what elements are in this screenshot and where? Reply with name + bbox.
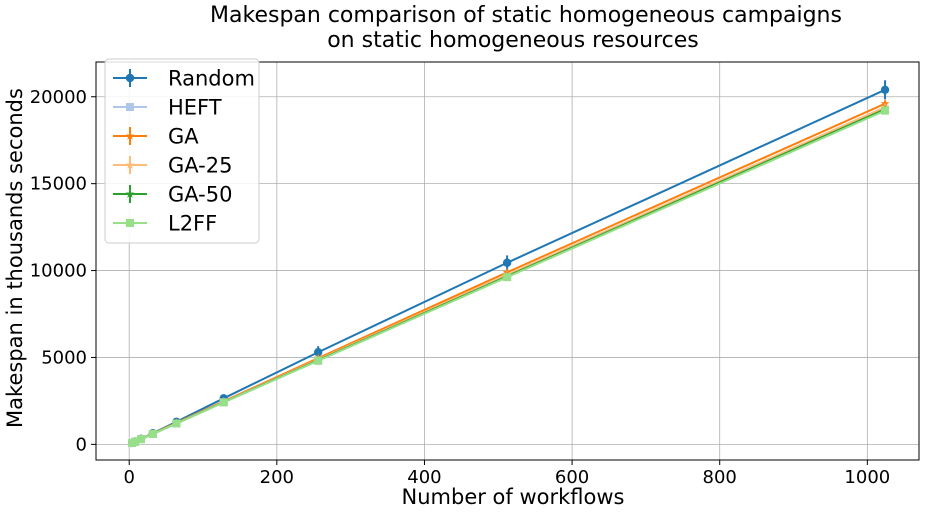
legend-item-ga: GA	[113, 125, 199, 149]
legend-box	[104, 58, 260, 244]
data-point	[131, 437, 140, 446]
data-point	[502, 258, 512, 267]
data-point	[880, 85, 890, 95]
legend-swatch-marker	[126, 103, 134, 111]
legend-swatch-marker	[125, 160, 135, 169]
legend-item-l2ff: L2FF	[113, 212, 217, 236]
legend-swatch-marker	[126, 219, 134, 227]
data-point	[148, 429, 157, 438]
data-point	[313, 348, 323, 357]
y-tick-label: 20000	[30, 87, 87, 108]
legend-label: GA-50	[168, 183, 232, 207]
y-tick-label: 0	[76, 434, 87, 455]
x-tick-label: 200	[260, 467, 294, 488]
x-tick-label: 1000	[844, 467, 890, 488]
legend-item-heft: HEFT	[113, 96, 222, 120]
x-tick-label: 0	[123, 467, 134, 488]
data-point	[881, 106, 890, 115]
chart-title-line-1: Makespan comparison of static homogeneou…	[210, 3, 842, 28]
data-point	[314, 356, 323, 365]
legend-label: GA-25	[168, 154, 232, 178]
legend-item-ga-50: GA-50	[113, 183, 232, 207]
data-point	[219, 398, 228, 407]
legend-item-ga-25: GA-25	[113, 154, 232, 178]
y-tick-label: 15000	[30, 174, 87, 195]
series-l2ff	[128, 106, 890, 448]
data-point	[137, 435, 146, 444]
data-point	[172, 419, 181, 428]
legend-swatch-marker	[125, 131, 135, 140]
x-tick-label: 400	[407, 467, 441, 488]
x-axis-label: Number of workflows	[402, 485, 625, 509]
plot-frame	[95, 61, 920, 461]
y-axis-label: Makespan in thousands seconds	[3, 88, 27, 428]
data-point	[503, 273, 512, 282]
legend-label: HEFT	[168, 96, 222, 120]
y-tick-label: 5000	[41, 347, 87, 368]
legend-label: L2FF	[168, 212, 217, 236]
legend-swatch-marker	[125, 189, 135, 198]
legend: Random HEFT GA GA-25 GA-50 L2FF	[104, 58, 260, 244]
x-tick-label: 600	[555, 467, 589, 488]
chart-title-line-2: on static homogeneous resources	[327, 28, 699, 53]
legend-swatch-marker	[125, 73, 135, 83]
legend-label: GA	[168, 125, 199, 149]
y-tick-label: 10000	[30, 261, 87, 282]
plot-series	[127, 80, 890, 448]
x-tick-label: 800	[703, 467, 737, 488]
legend-item-random: Random	[113, 67, 255, 91]
legend-label: Random	[168, 67, 255, 91]
